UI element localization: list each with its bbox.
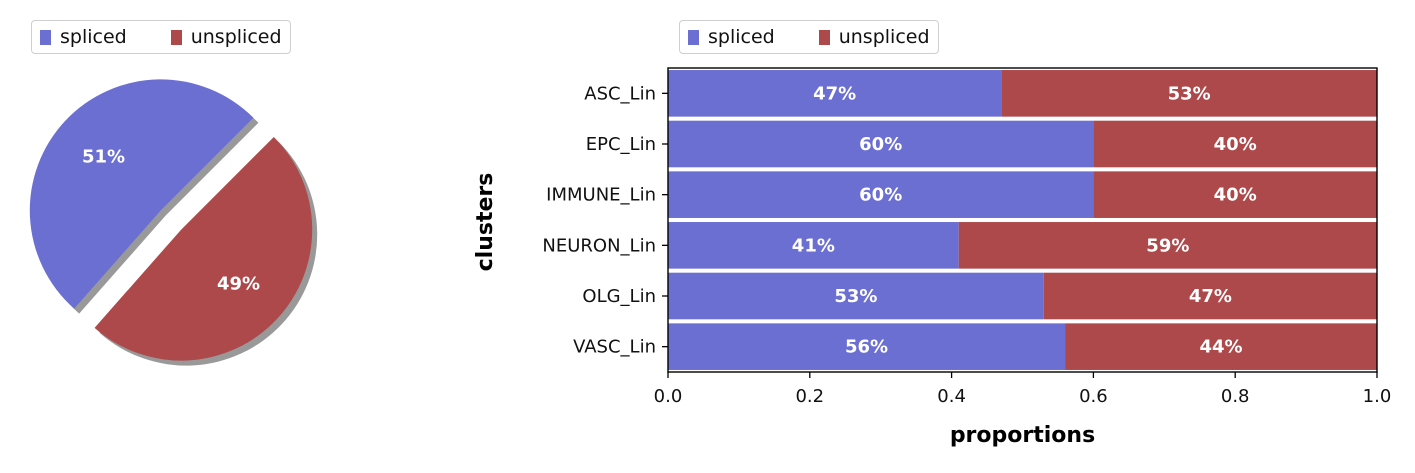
bar-spliced-EPC_Lin [668, 120, 1094, 168]
bar-spliced-ASC_Lin [668, 70, 1002, 117]
bar-data-label-unspliced-OLG_Lin: 47% [1189, 286, 1232, 307]
x-axis-label: proportions [950, 423, 1095, 448]
axes-frame [667, 67, 1378, 373]
bar-data-label-spliced-ASC_Lin: 47% [813, 83, 856, 104]
x-tick-label: 0.2 [795, 386, 824, 407]
bar-data-label-unspliced-ASC_Lin: 53% [1168, 83, 1211, 104]
bar-spliced-NEURON_Lin [668, 222, 959, 269]
legend-label-unspliced: unspliced [838, 26, 930, 48]
legend-swatch-spliced [688, 29, 699, 45]
bar-unspliced-NEURON_Lin [958, 222, 1377, 269]
y-tick-label: VASC_Lin [573, 337, 656, 358]
y-tick-label: NEURON_Lin [542, 235, 656, 256]
bar-data-label-spliced-NEURON_Lin: 41% [792, 235, 835, 256]
bar-data-label-spliced-OLG_Lin: 53% [834, 286, 877, 307]
legend-item-unspliced: unspliced [818, 26, 930, 48]
x-tick-label: 0.6 [1079, 386, 1108, 407]
bar-unspliced-OLG_Lin [1043, 272, 1377, 320]
x-tick-label: 1.0 [1363, 386, 1392, 407]
legend-swatch-unspliced [170, 29, 182, 45]
bar-spliced-VASC_Lin [668, 323, 1066, 370]
bar-unspliced-ASC_Lin [1001, 70, 1377, 117]
y-tick-label: EPC_Lin [586, 134, 656, 155]
legend-label-spliced: spliced [60, 26, 127, 48]
pie-legend: spliced unspliced [31, 20, 291, 54]
legend-swatch-spliced [40, 29, 51, 45]
bar-data-label-spliced-IMMUNE_Lin: 60% [859, 185, 902, 206]
legend-swatch-unspliced [818, 29, 830, 45]
y-tick-label: OLG_Lin [582, 286, 656, 307]
pie-data-label-unspliced: 49% [217, 273, 260, 294]
y-axis-label: clusters [473, 173, 498, 272]
bar-legend: spliced unspliced [679, 20, 939, 54]
pie-slice-spliced [29, 79, 254, 309]
bar-data-label-spliced-EPC_Lin: 60% [859, 134, 902, 155]
x-tick-label: 0.8 [1221, 386, 1250, 407]
bar-spliced-OLG_Lin [668, 272, 1044, 320]
bar-data-label-unspliced-NEURON_Lin: 59% [1146, 235, 1189, 256]
legend-label-unspliced: unspliced [190, 26, 282, 48]
x-tick-label: 0.4 [937, 386, 966, 407]
bar-unspliced-EPC_Lin [1093, 120, 1377, 168]
pie-slice-unspliced [94, 136, 313, 361]
bar-spliced-IMMUNE_Lin [668, 171, 1094, 218]
bar-unspliced-IMMUNE_Lin [1093, 171, 1377, 218]
pie-chart: 51% 49% [29, 79, 318, 366]
bar-data-label-unspliced-EPC_Lin: 40% [1214, 134, 1257, 155]
x-tick-label: 0.0 [654, 386, 683, 407]
bar-chart: 47% 53% ASC_Lin 60% 40% EPC_Lin 60% 40% IMMUNE_L… [473, 67, 1392, 448]
legend-item-spliced: spliced [688, 26, 775, 48]
y-tick-label: IMMUNE_Lin [546, 185, 656, 206]
legend-label-spliced: spliced [708, 26, 775, 48]
y-tick-label: ASC_Lin [584, 83, 656, 104]
bar-data-label-unspliced-VASC_Lin: 44% [1199, 337, 1242, 358]
bar-unspliced-VASC_Lin [1065, 323, 1377, 370]
bar-data-label-unspliced-IMMUNE_Lin: 40% [1214, 185, 1257, 206]
pie-data-label-spliced: 51% [82, 147, 125, 168]
legend-item-unspliced: unspliced [170, 26, 282, 48]
legend-item-spliced: spliced [40, 26, 127, 48]
bar-data-label-spliced-VASC_Lin: 56% [845, 337, 888, 358]
